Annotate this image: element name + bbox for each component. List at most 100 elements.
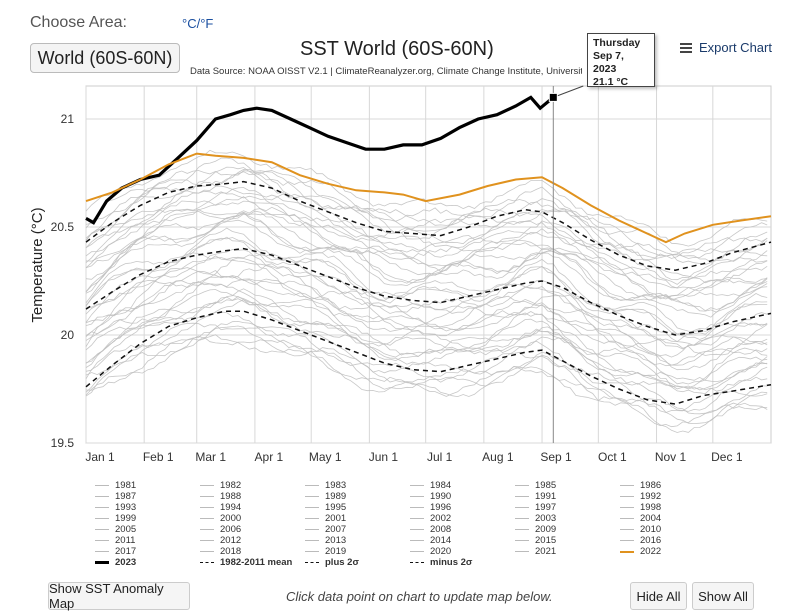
legend-item[interactable]: 1998	[620, 502, 661, 513]
legend-item[interactable]: 2021	[515, 546, 556, 557]
past-year-line	[85, 325, 768, 425]
legend-item[interactable]: 2023	[95, 557, 136, 568]
legend-item[interactable]: 2019	[305, 546, 346, 557]
legend-item[interactable]: 2005	[95, 524, 136, 535]
legend-swatch	[95, 518, 109, 519]
legend-item[interactable]: 2004	[620, 513, 661, 524]
legend-item[interactable]: 1992	[620, 491, 661, 502]
legend-item[interactable]: 1981	[95, 480, 136, 491]
hide-all-button[interactable]: Hide All	[630, 582, 687, 610]
legend-swatch	[305, 518, 319, 519]
legend-label: 1989	[325, 491, 347, 502]
legend-item[interactable]: 2015	[515, 535, 556, 546]
legend-item[interactable]: 1993	[95, 502, 136, 513]
legend-label: 2012	[220, 535, 242, 546]
legend-label: 1996	[430, 502, 452, 513]
legend-item[interactable]: 2006	[200, 524, 241, 535]
legend-swatch	[200, 496, 214, 497]
x-tick-label: Aug 1	[482, 450, 514, 464]
legend-item[interactable]: 1999	[95, 513, 136, 524]
legend-item[interactable]: 1994	[200, 502, 241, 513]
legend-item[interactable]: 2009	[515, 524, 556, 535]
legend-item[interactable]: 2001	[305, 513, 346, 524]
x-tick-label: Jul 1	[427, 450, 453, 464]
legend-item[interactable]: 1986	[620, 480, 661, 491]
legend-item[interactable]: 2020	[410, 546, 451, 557]
legend-item[interactable]: 2013	[305, 535, 346, 546]
legend-item[interactable]: 1995	[305, 502, 346, 513]
legend-item[interactable]: 2012	[200, 535, 241, 546]
past-year-line	[85, 249, 768, 346]
legend-swatch	[305, 562, 319, 563]
legend-swatch	[305, 529, 319, 530]
past-year-line	[85, 236, 768, 340]
show-all-button[interactable]: Show All	[692, 582, 754, 610]
area-select-button[interactable]: World (60S-60N)	[30, 43, 180, 73]
legend-item[interactable]: 1990	[410, 491, 451, 502]
legend-item[interactable]: 1987	[95, 491, 136, 502]
legend-item[interactable]: 2010	[620, 524, 661, 535]
past-year-line	[85, 263, 768, 358]
legend-swatch	[305, 507, 319, 508]
highlight-point-marker	[548, 92, 558, 102]
legend-label: 2000	[220, 513, 242, 524]
legend-swatch	[515, 529, 529, 530]
legend-item[interactable]: 1997	[515, 502, 556, 513]
series-2023-line	[85, 95, 555, 225]
legend-item[interactable]: 2002	[410, 513, 451, 524]
legend-swatch	[200, 507, 214, 508]
legend-item[interactable]: 1983	[305, 480, 346, 491]
legend-item[interactable]: 1982-2011 mean	[200, 557, 292, 568]
legend-item[interactable]: 2008	[410, 524, 451, 535]
legend-swatch	[200, 551, 214, 552]
chart-subtitle: Data Source: NOAA OISST V2.1 | ClimateRe…	[190, 66, 582, 77]
series-minus-2--line	[85, 310, 772, 405]
legend-label: 1993	[115, 502, 137, 513]
tooltip-day: Thursday	[593, 37, 641, 49]
legend-label: 2021	[535, 546, 557, 557]
legend-item[interactable]: 2017	[95, 546, 136, 557]
legend-label: 2017	[115, 546, 137, 557]
legend-label: 2018	[220, 546, 242, 557]
legend-item[interactable]: 2022	[620, 546, 661, 557]
legend-swatch	[515, 551, 529, 552]
legend-item[interactable]: 1984	[410, 480, 451, 491]
legend-label: plus 2σ	[325, 557, 359, 568]
legend-item[interactable]: 1989	[305, 491, 346, 502]
legend-label: 1995	[325, 502, 347, 513]
legend-item[interactable]: 1982	[200, 480, 241, 491]
legend-item[interactable]: 1991	[515, 491, 556, 502]
unit-toggle[interactable]: °C/°F	[182, 16, 214, 31]
legend-swatch	[305, 540, 319, 541]
past-year-line	[85, 166, 768, 266]
legend-label: 1987	[115, 491, 137, 502]
legend-item[interactable]: minus 2σ	[410, 557, 472, 568]
legend-item[interactable]: 1988	[200, 491, 241, 502]
legend-item[interactable]: 2007	[305, 524, 346, 535]
x-tick-label: Sep 1	[540, 450, 572, 464]
legend-item[interactable]: 2000	[200, 513, 241, 524]
legend-swatch	[410, 562, 424, 563]
legend-item[interactable]: 2003	[515, 513, 556, 524]
legend-item[interactable]: 1985	[515, 480, 556, 491]
legend-item[interactable]: 2018	[200, 546, 241, 557]
past-year-line	[85, 320, 768, 415]
legend-item[interactable]: 1996	[410, 502, 451, 513]
legend-item[interactable]: plus 2σ	[305, 557, 359, 568]
legend-label: 2014	[430, 535, 452, 546]
chart-tooltip: Thursday Sep 7, 2023 21.1 °C	[587, 33, 655, 88]
legend-item[interactable]: 2016	[620, 535, 661, 546]
legend-label: 2002	[430, 513, 452, 524]
legend-item[interactable]: 2011	[95, 535, 135, 546]
export-chart-button[interactable]: Export Chart	[680, 40, 772, 55]
series-2022-line	[85, 152, 772, 244]
x-tick-label: Jun 1	[369, 450, 399, 464]
legend-swatch	[305, 485, 319, 486]
x-tick-label: Feb 1	[143, 450, 174, 464]
legend-item[interactable]: 2014	[410, 535, 451, 546]
show-anomaly-map-button[interactable]: Show SST Anomaly Map	[48, 581, 190, 611]
x-tick-label: May 1	[309, 450, 342, 464]
past-year-line	[85, 288, 768, 383]
legend-swatch	[410, 518, 424, 519]
